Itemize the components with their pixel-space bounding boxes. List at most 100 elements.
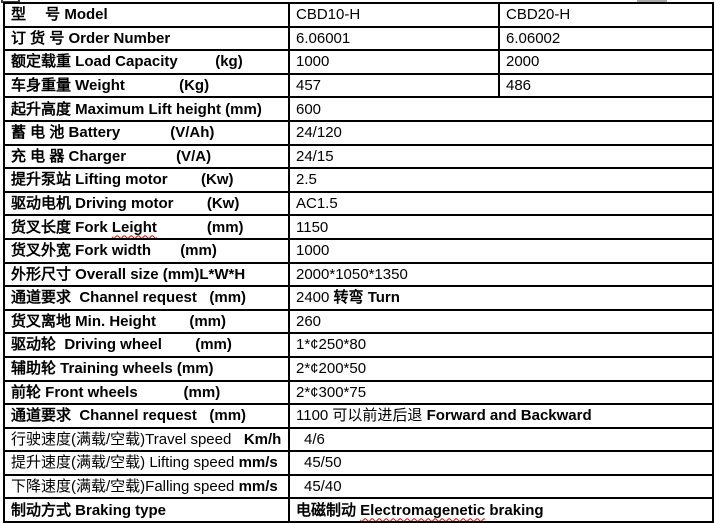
cell-text: 转弯 — [333, 289, 368, 307]
row-value-model-1[interactable]: CBD10-H — [288, 2, 500, 28]
row-label-order-number[interactable]: 订 货 号 Order Number — [3, 25, 290, 52]
cell-text: (mm) — [183, 383, 221, 401]
row-value-model-2[interactable]: CBD20-H — [498, 2, 714, 28]
cell-text — [156, 313, 189, 330]
row-value-lift-height[interactable]: 600 — [288, 96, 714, 122]
cell-text — [126, 148, 176, 165]
row-label-driving-wheel[interactable]: 驱动轮 Driving wheel (mm) — [3, 332, 290, 358]
table-row-charger: 充 电 器 Charger (V/A) 24/15 — [3, 143, 714, 170]
cell-text: 行驶速度(满载/空载)Travel speed — [11, 430, 232, 448]
table-row-travel-speed: 行驶速度(满载/空载)Travel speed Km/h 4/6 — [3, 426, 714, 453]
cell-text: mm/s — [238, 454, 278, 472]
row-value-fork-width[interactable]: 1000 — [288, 237, 714, 264]
cell-text: 6.06002 — [506, 29, 561, 47]
row-label-lifting-speed[interactable]: 提升速度(满载/空载) Lifting speed mm/s — [3, 450, 290, 476]
table-row-min-height: 货叉离地 Min. Height (mm) 260 — [3, 308, 714, 335]
row-value-weight-1[interactable]: 457 — [288, 72, 500, 99]
row-value-falling-speed[interactable]: 45/40 — [288, 473, 714, 500]
row-value-load-capacity-1[interactable]: 1000 — [288, 49, 500, 75]
row-value-order-number-2[interactable]: 6.06002 — [498, 25, 714, 52]
row-label-channel-request-fb[interactable]: 通道要求 Channel request (mm) — [3, 403, 290, 429]
row-value-driving-motor[interactable]: AC1.5 — [288, 190, 714, 217]
table-row-braking-type: 制动方式 Braking type 电磁制动 Electromagenetic b… — [3, 497, 714, 523]
cell-text: (mm) — [209, 289, 247, 307]
table-row-fork-width: 货叉外宽 Fork width (mm) 1000 — [3, 237, 714, 264]
table-row-driving-wheel: 驱动轮 Driving wheel (mm) 1*¢250*80 — [3, 332, 714, 358]
row-value-lifting-motor[interactable]: 2.5 — [288, 167, 714, 193]
row-label-training-wheels[interactable]: 辅助轮 Training wheels (mm) — [3, 355, 290, 382]
row-value-min-height[interactable]: 260 — [288, 308, 714, 335]
cell-text: Load Capacity — [75, 53, 178, 71]
row-label-load-capacity[interactable]: 额定载重 Load Capacity (kg) — [3, 49, 290, 75]
cell-text: Channel request — [79, 407, 197, 425]
cell-text — [125, 77, 179, 94]
cell-text: 2400 — [296, 289, 334, 307]
table-row-front-wheels: 前轮 Front wheels (mm) 2*¢300*75 — [3, 379, 714, 406]
row-value-travel-speed[interactable]: 4/6 — [288, 426, 714, 453]
cell-text: Forward and Backward — [426, 407, 592, 425]
cell-text: 1100 可以前进后退 — [296, 407, 427, 425]
row-value-driving-wheel[interactable]: 1*¢250*80 — [288, 332, 714, 358]
table-row-training-wheels: 辅助轮 Training wheels (mm) 2*¢200*50 — [3, 355, 714, 382]
cell-text: 2*¢200*50 — [296, 360, 367, 378]
row-label-lift-height[interactable]: 起升高度 Maximum Lift height (mm) — [3, 96, 290, 122]
table-row-weight: 车身重量 Weight (Kg) 457 486 — [3, 72, 714, 99]
row-label-model[interactable]: 型 号 Model — [3, 2, 290, 28]
row-value-channel-request-fb[interactable]: 1100 可以前进后退 Forward and Backward — [288, 403, 714, 429]
row-label-front-wheels[interactable]: 前轮 Front wheels (mm) — [3, 379, 290, 406]
cell-text: Min. Height — [75, 312, 156, 330]
row-label-battery[interactable]: 蓄 电 池 Battery (V/Ah) — [3, 119, 290, 146]
cell-text: 蓄 电 池 — [11, 124, 69, 142]
row-value-load-capacity-2[interactable]: 2000 — [498, 49, 714, 75]
cell-text: Fork width — [75, 242, 151, 260]
row-label-channel-request-turn[interactable]: 通道要求 Channel request (mm) — [3, 285, 290, 311]
cell-text — [151, 242, 180, 259]
table-row-falling-speed: 下降速度(满载/空载)Falling speed mm/s 45/40 — [3, 473, 714, 500]
row-label-falling-speed[interactable]: 下降速度(满载/空载)Falling speed mm/s — [3, 473, 290, 500]
cell-text: Braking type — [75, 501, 167, 519]
row-value-front-wheels[interactable]: 2*¢300*75 — [288, 379, 714, 406]
row-label-charger[interactable]: 充 电 器 Charger (V/A) — [3, 143, 290, 170]
row-value-fork-length[interactable]: 1150 — [288, 214, 714, 240]
row-label-braking-type[interactable]: 制动方式 Braking type — [3, 497, 290, 523]
row-label-lifting-motor[interactable]: 提升泵站 Lifting motor (Kw) — [3, 167, 290, 193]
table-move-handle-icon[interactable] — [1, 0, 20, 3]
row-value-training-wheels[interactable]: 2*¢200*50 — [288, 355, 714, 382]
cell-text: 驱动电机 — [11, 194, 76, 212]
cell-text: 24/15 — [296, 147, 334, 165]
row-label-fork-width[interactable]: 货叉外宽 Fork width (mm) — [3, 237, 290, 264]
row-value-battery[interactable]: 24/120 — [288, 119, 714, 146]
row-value-lifting-speed[interactable]: 45/50 — [288, 450, 714, 476]
cell-text: 提升泵站 — [11, 171, 76, 189]
cell-text: (mm) — [209, 407, 247, 425]
row-label-travel-speed[interactable]: 行驶速度(满载/空载)Travel speed Km/h — [3, 426, 290, 453]
cell-text: 车身重量 — [11, 76, 76, 94]
spec-table: 型 号 Model CBD10-H CBD20-H 订 货 号 Order Numbe… — [3, 2, 714, 523]
row-label-fork-length[interactable]: 货叉长度 Fork Leight (mm) — [3, 214, 290, 240]
cell-text: (Kw) — [201, 171, 234, 189]
row-value-channel-request-turn[interactable]: 2400 转弯 Turn — [288, 285, 714, 311]
cell-text: 额定载重 — [11, 53, 76, 71]
table-row-channel-request-fb: 通道要求 Channel request (mm) 1100 可以前进后退 For… — [3, 403, 714, 429]
cell-text: 2000 — [506, 53, 540, 71]
cell-text: 下降速度(满载/空载)Falling speed — [11, 478, 239, 496]
cell-text: (mm) — [206, 218, 244, 236]
cell-text: 货叉外宽 — [11, 242, 76, 260]
cell-text: Front wheels — [45, 383, 138, 401]
row-label-weight[interactable]: 车身重量 Weight (Kg) — [3, 72, 290, 99]
cell-text: 电磁制动 — [296, 501, 361, 519]
cell-text: 外形尺寸 — [11, 265, 76, 283]
cell-text — [162, 336, 195, 353]
row-value-weight-2[interactable]: 486 — [498, 72, 714, 99]
cell-text — [168, 171, 201, 188]
row-label-min-height[interactable]: 货叉离地 Min. Height (mm) — [3, 308, 290, 335]
table-row-lift-height: 起升高度 Maximum Lift height (mm) 600 — [3, 96, 714, 122]
row-value-order-number-1[interactable]: 6.06001 — [288, 25, 500, 52]
row-label-overall-size[interactable]: 外形尺寸 Overall size (mm)L*W*H — [3, 261, 290, 288]
cell-text: (mm) — [180, 242, 217, 260]
row-value-braking-type[interactable]: 电磁制动 Electromagenetic braking — [288, 497, 714, 523]
row-label-driving-motor[interactable]: 驱动电机 Driving motor (Kw) — [3, 190, 290, 217]
row-value-charger[interactable]: 24/15 — [288, 143, 714, 170]
row-value-overall-size[interactable]: 2000*1050*1350 — [288, 261, 714, 288]
cell-text: 1150 — [296, 218, 329, 236]
